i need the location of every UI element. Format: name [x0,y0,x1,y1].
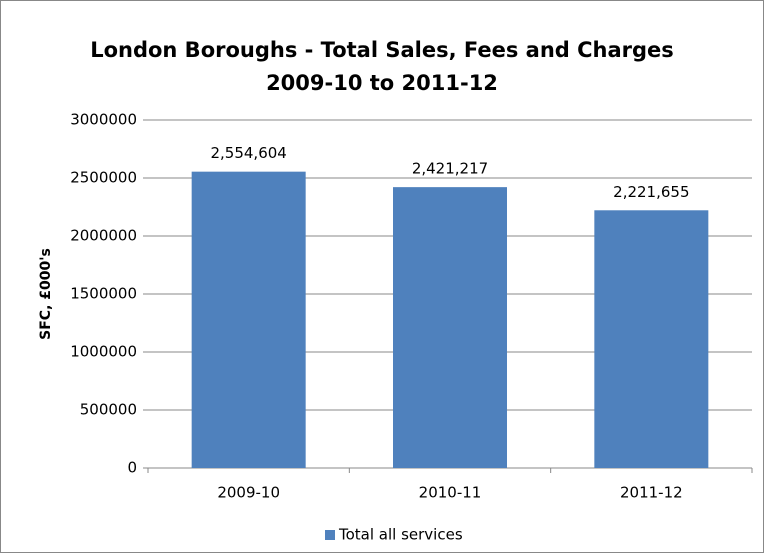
y-tick-label: 2000000 [70,227,137,245]
bar [191,171,306,468]
y-tick-label: 0 [127,459,137,477]
y-tick-label: 1500000 [70,285,137,303]
legend-label: Total all services [338,526,463,544]
y-tick-label: 1000000 [70,343,137,361]
y-tick-label: 2500000 [70,169,137,187]
bar [393,187,507,468]
data-label: 2,221,655 [613,183,689,201]
data-label: 2,554,604 [210,144,286,162]
y-tick-label: 3000000 [70,111,137,129]
y-tick-label: 500000 [80,401,137,419]
x-tick-label: 2010-11 [419,484,482,502]
data-label: 2,421,217 [412,160,488,178]
x-tick-label: 2009-10 [217,484,280,502]
bar [594,210,709,468]
legend-swatch [325,530,335,540]
x-tick-label: 2011-12 [620,484,683,502]
chart-title: London Boroughs - Total Sales, Fees and … [90,38,674,62]
y-axis-title: SFC, £000's [38,248,54,340]
chart-title: 2009-10 to 2011-12 [266,71,498,95]
